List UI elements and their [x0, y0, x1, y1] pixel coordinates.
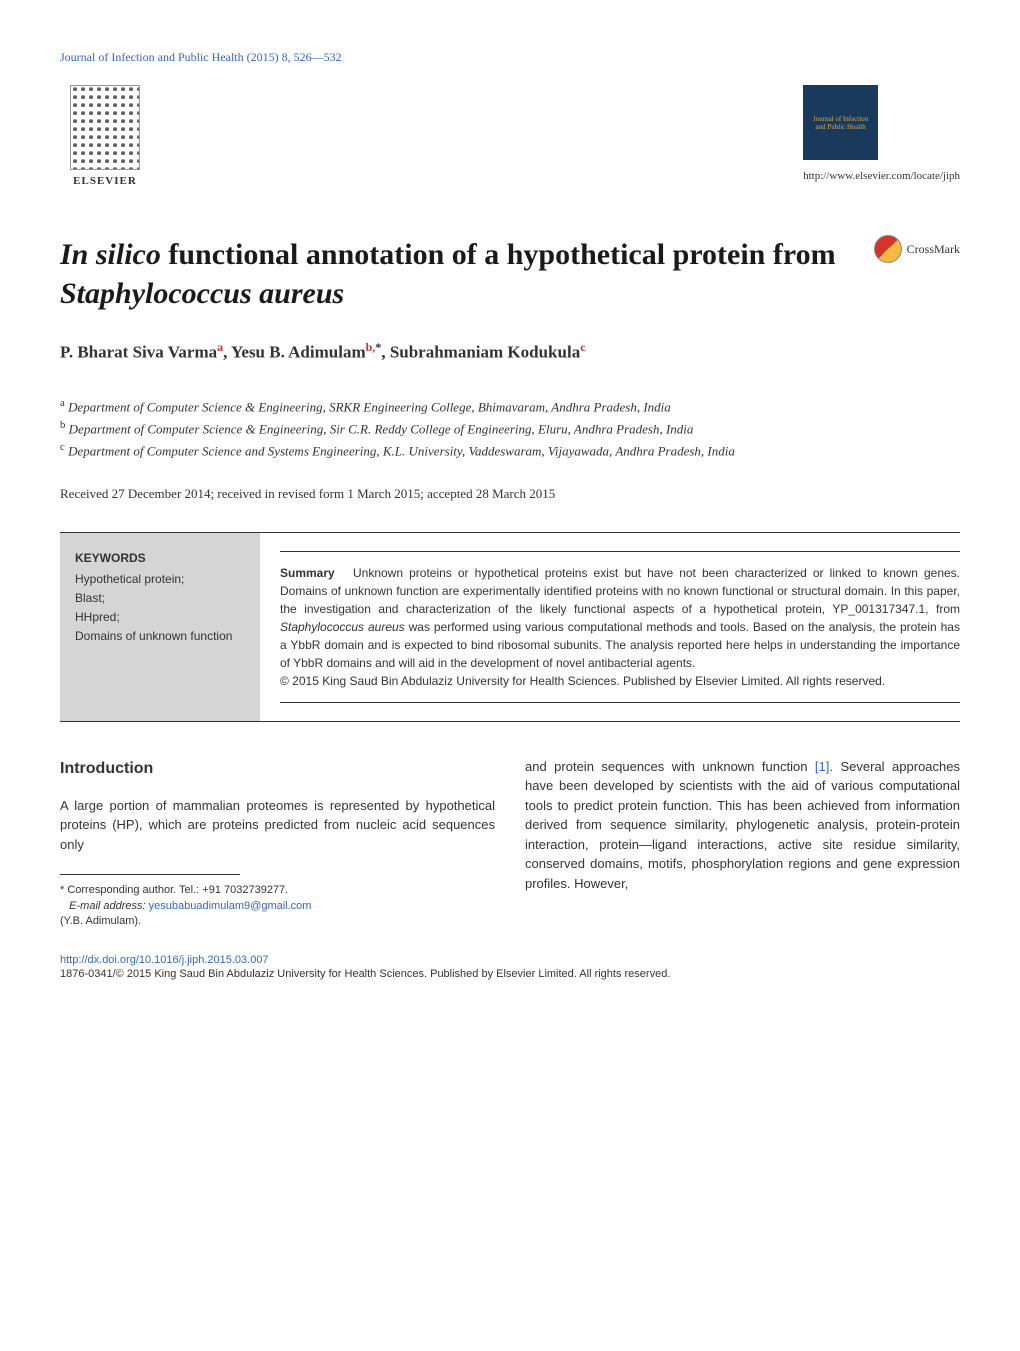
- title-italic-1: In silico: [60, 238, 161, 271]
- corr-author-ref: (Y.B. Adimulam).: [60, 915, 141, 927]
- article-dates: Received 27 December 2014; received in r…: [60, 486, 960, 502]
- summary-box: Summary Unknown proteins or hypothetical…: [280, 533, 960, 721]
- affiliation-b: b Department of Computer Science & Engin…: [60, 417, 960, 439]
- elsevier-label: ELSEVIER: [73, 175, 137, 187]
- ref-1[interactable]: [1]: [815, 759, 829, 774]
- email-label: E-mail address:: [69, 900, 148, 912]
- crossmark-label: CrossMark: [907, 242, 960, 257]
- crossmark-badge[interactable]: CrossMark: [874, 235, 960, 263]
- journal-badge: Journal of Infection and Public Health: [803, 85, 878, 160]
- keywords-box: KEYWORDS Hypothetical protein; Blast; HH…: [60, 533, 260, 721]
- keyword-4: Domains of unknown function: [75, 627, 245, 646]
- summary-copyright: © 2015 King Saud Bin Abdulaziz Universit…: [280, 674, 885, 688]
- author-1-sup: a: [217, 340, 223, 354]
- top-header-row: ELSEVIER Journal of Infection and Public…: [60, 85, 960, 195]
- article-title: In silico functional annotation of a hyp…: [60, 235, 874, 313]
- author-2-corr: *: [375, 340, 381, 354]
- body-section: Introduction A large portion of mammalia…: [60, 757, 960, 930]
- journal-badge-container: Journal of Infection and Public Health h…: [803, 85, 960, 182]
- affiliation-c: c Department of Computer Science and Sys…: [60, 439, 960, 461]
- intro-para-2: and protein sequences with unknown funct…: [525, 757, 960, 894]
- authors-list: P. Bharat Siva Varmaa, Yesu B. Adimulamb…: [60, 338, 960, 365]
- keyword-2: Blast;: [75, 589, 245, 608]
- keywords-title: KEYWORDS: [75, 551, 245, 565]
- crossmark-icon: [874, 235, 902, 263]
- body-col-left: Introduction A large portion of mammalia…: [60, 757, 495, 930]
- summary-bottom-rule: [280, 702, 960, 703]
- author-2: Yesu B. Adimulam: [231, 343, 366, 362]
- copyright-footer: 1876-0341/© 2015 King Saud Bin Abdulaziz…: [60, 968, 960, 980]
- elsevier-tree-icon: [70, 85, 140, 170]
- keyword-1: Hypothetical protein;: [75, 570, 245, 589]
- affiliation-a: a Department of Computer Science & Engin…: [60, 395, 960, 417]
- corr-email[interactable]: yesubabuadimulam9@gmail.com: [149, 900, 312, 912]
- summary-organism: Staphylococcus aureus: [280, 620, 405, 634]
- summary-text: Summary Unknown proteins or hypothetical…: [280, 564, 960, 690]
- title-text-1: functional annotation of a hypothetical …: [161, 238, 836, 271]
- corr-label: * Corresponding author. Tel.: +91 703273…: [60, 884, 288, 896]
- corresponding-footnote: * Corresponding author. Tel.: +91 703273…: [60, 883, 495, 929]
- title-italic-2: Staphylococcus aureus: [60, 277, 344, 310]
- summary-top-rule: [280, 551, 960, 552]
- author-3-sup: c: [580, 340, 585, 354]
- summary-label: Summary: [280, 566, 335, 580]
- keyword-3: HHpred;: [75, 608, 245, 627]
- keywords-list: Hypothetical protein; Blast; HHpred; Dom…: [75, 570, 245, 647]
- journal-citation[interactable]: Journal of Infection and Public Health (…: [60, 50, 960, 65]
- author-1: P. Bharat Siva Varma: [60, 343, 217, 362]
- body-col-right: and protein sequences with unknown funct…: [525, 757, 960, 930]
- author-2-sup: b,: [366, 340, 376, 354]
- col2-text-1: and protein sequences with unknown funct…: [525, 759, 815, 774]
- abstract-section: KEYWORDS Hypothetical protein; Blast; HH…: [60, 532, 960, 722]
- affiliations: a Department of Computer Science & Engin…: [60, 395, 960, 460]
- footnote-divider: [60, 874, 240, 883]
- doi-link[interactable]: http://dx.doi.org/10.1016/j.jiph.2015.03…: [60, 954, 960, 966]
- intro-heading: Introduction: [60, 757, 495, 781]
- col2-text-2: . Several approaches have been developed…: [525, 759, 960, 891]
- summary-text-1: Unknown proteins or hypothetical protein…: [280, 566, 960, 616]
- title-row: In silico functional annotation of a hyp…: [60, 235, 960, 313]
- author-3: Subrahmaniam Kodukula: [390, 343, 580, 362]
- intro-para-1: A large portion of mammalian proteomes i…: [60, 796, 495, 855]
- elsevier-url[interactable]: http://www.elsevier.com/locate/jiph: [803, 170, 960, 182]
- elsevier-logo[interactable]: ELSEVIER: [60, 85, 150, 195]
